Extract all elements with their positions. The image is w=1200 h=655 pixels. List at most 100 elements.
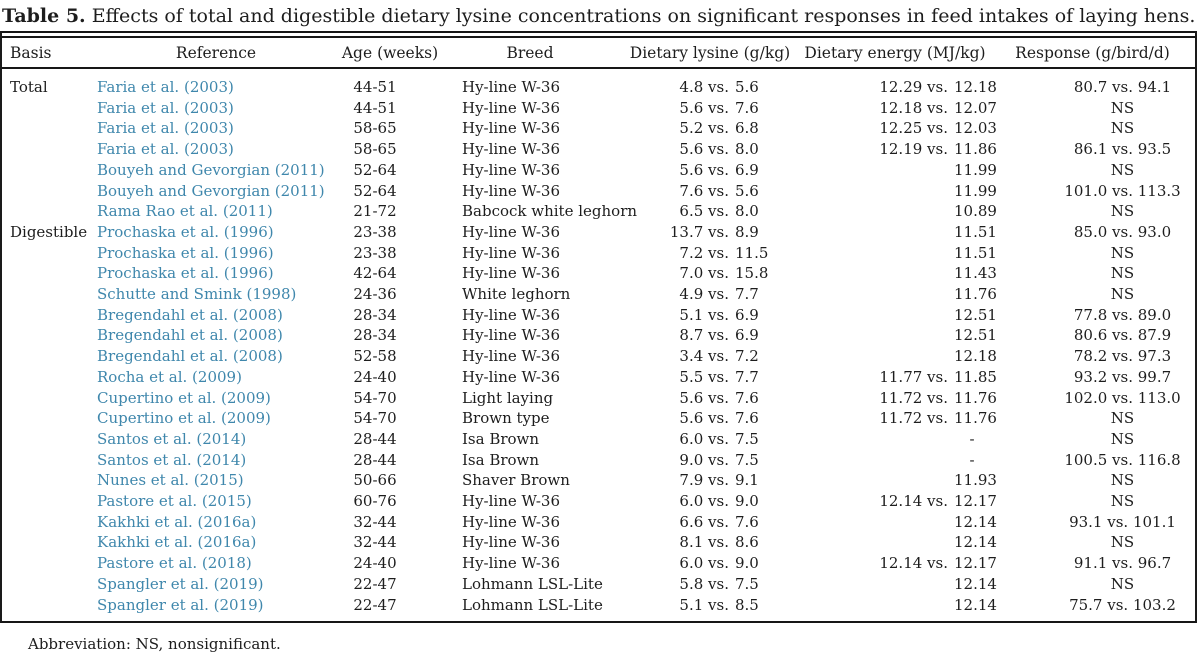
reference-link[interactable]: Santos et al. (2014) <box>97 429 247 448</box>
dietary-lysine-cell: 6.5 vs. 8.0 <box>620 201 800 222</box>
basis-cell <box>2 201 92 222</box>
lysine-first-value: 6.0 vs. <box>679 492 729 511</box>
response-cell: NS <box>1110 202 1135 221</box>
lysine-first-value: 8.7 vs. <box>679 326 729 345</box>
table-row: Bouyeh and Gevorgian (2011) 52-64 Hy-lin… <box>2 160 1195 181</box>
age-cell: 58-65 <box>353 119 397 138</box>
energy-second-value: 12.51 <box>954 305 997 324</box>
lysine-second-value: 6.9 <box>735 305 759 324</box>
reference-link[interactable]: Faria et al. (2003) <box>97 98 234 117</box>
reference-link[interactable]: Faria et al. (2003) <box>97 78 234 96</box>
reference-link[interactable]: Bouyeh and Gevorgian (2011) <box>97 160 325 179</box>
age-cell: 24-40 <box>353 367 397 386</box>
dietary-lysine-cell: 7.0 vs. 15.8 <box>620 263 800 284</box>
column-header-basis: Basis <box>2 38 92 69</box>
table-row: Bregendahl et al. (2008) 28-34 Hy-line W… <box>2 325 1195 346</box>
basis-cell <box>2 553 92 574</box>
basis-cell <box>2 512 92 533</box>
age-cell: 54-70 <box>353 409 397 428</box>
column-header-response: Response (g/bird/d) <box>990 38 1195 69</box>
dietary-lysine-cell: 6.6 vs. 7.6 <box>620 512 800 533</box>
reference-link[interactable]: Prochaska et al. (1996) <box>97 243 274 262</box>
energy-second-value: 11.93 <box>954 471 997 490</box>
reference-link[interactable]: Rama Rao et al. (2011) <box>97 202 273 221</box>
dietary-energy-cell: 11.72 vs. 11.76 <box>800 388 997 409</box>
breed-cell: Hy-line W-36 <box>462 119 561 138</box>
table-row: Spangler et al. (2019) 22-47 Lohmann LSL… <box>2 574 1195 595</box>
reference-link[interactable]: Prochaska et al. (1996) <box>97 222 274 241</box>
dietary-lysine-cell: 5.5 vs. 7.7 <box>620 367 800 388</box>
response-cell: NS <box>1110 264 1135 283</box>
reference-cell: Santos et al. (2014) <box>92 450 340 471</box>
basis-cell <box>2 263 92 284</box>
table-caption-label: Table 5. <box>2 5 86 27</box>
reference-link[interactable]: Nunes et al. (2015) <box>97 471 244 490</box>
energy-second-value: 11.76 <box>954 388 997 407</box>
energy-second-value: 11.76 <box>954 409 997 428</box>
breed-cell: Hy-line W-36 <box>462 140 561 159</box>
reference-link[interactable]: Santos et al. (2014) <box>97 450 247 469</box>
age-cell: 44-51 <box>353 78 397 96</box>
lysine-first-value: 7.0 vs. <box>679 264 729 283</box>
reference-link[interactable]: Kakhki et al. (2016a) <box>97 533 257 552</box>
lysine-second-value: 8.9 <box>735 222 759 241</box>
lysine-second-value: 11.5 <box>735 243 769 262</box>
reference-link[interactable]: Faria et al. (2003) <box>97 140 234 159</box>
basis-cell: Total <box>10 78 48 96</box>
basis-cell <box>2 429 92 450</box>
breed-cell: Isa Brown <box>462 450 540 469</box>
reference-cell: Kakhki et al. (2016a) <box>92 532 340 553</box>
reference-cell: Pastore et al. (2018) <box>92 553 340 574</box>
response-cell: NS <box>1110 533 1135 552</box>
dietary-energy-cell: 12.19 vs. 11.86 <box>800 139 997 160</box>
reference-link[interactable]: Faria et al. (2003) <box>97 119 234 138</box>
age-cell: 28-44 <box>353 429 397 448</box>
dietary-lysine-cell: 13.7 vs. 8.9 <box>620 222 800 243</box>
reference-link[interactable]: Cupertino et al. (2009) <box>97 409 271 428</box>
basis-cell <box>2 470 92 491</box>
reference-link[interactable]: Bregendahl et al. (2008) <box>97 347 283 366</box>
response-cell: 80.7 vs. 94.1 <box>1073 78 1172 96</box>
lysine-first-value: 5.6 vs. <box>679 388 729 407</box>
lysine-first-value: 4.8 vs. <box>679 78 729 96</box>
response-cell: 91.1 vs. 96.7 <box>1073 554 1172 573</box>
reference-link[interactable]: Prochaska et al. (1996) <box>97 264 274 283</box>
basis-cell <box>2 284 92 305</box>
lysine-first-value: 4.9 vs. <box>679 285 729 304</box>
basis-cell <box>2 243 92 264</box>
reference-link[interactable]: Cupertino et al. (2009) <box>97 388 271 407</box>
reference-cell: Rocha et al. (2009) <box>92 367 340 388</box>
reference-link[interactable]: Bouyeh and Gevorgian (2011) <box>97 181 325 200</box>
reference-link[interactable]: Spangler et al. (2019) <box>97 595 264 614</box>
basis-cell <box>2 595 92 622</box>
table-row: Kakhki et al. (2016a) 32-44 Hy-line W-36… <box>2 532 1195 553</box>
basis-cell <box>2 98 92 119</box>
basis-cell <box>2 160 92 181</box>
lysine-second-value: 5.6 <box>735 78 759 96</box>
reference-cell: Bouyeh and Gevorgian (2011) <box>92 160 340 181</box>
dietary-energy-cell: 11.99 <box>800 160 997 181</box>
response-cell: 77.8 vs. 89.0 <box>1073 305 1172 324</box>
reference-cell: Faria et al. (2003) <box>92 118 340 139</box>
response-cell: 100.5 vs. 116.8 <box>1064 450 1181 469</box>
basis-cell <box>2 574 92 595</box>
reference-link[interactable]: Rocha et al. (2009) <box>97 367 242 386</box>
reference-link[interactable]: Kakhki et al. (2016a) <box>97 512 257 531</box>
reference-link[interactable]: Bregendahl et al. (2008) <box>97 305 283 324</box>
reference-link[interactable]: Pastore et al. (2015) <box>97 492 252 511</box>
lysine-first-value: 5.2 vs. <box>679 119 729 138</box>
basis-cell <box>2 532 92 553</box>
column-header-breed: Breed <box>440 38 620 69</box>
reference-link[interactable]: Pastore et al. (2018) <box>97 554 252 573</box>
reference-link[interactable]: Spangler et al. (2019) <box>97 574 264 593</box>
table-row: Digestible Prochaska et al. (1996) 23-38… <box>2 222 1195 243</box>
lysine-first-value: 7.2 vs. <box>679 243 729 262</box>
lysine-second-value: 9.0 <box>735 492 759 511</box>
energy-second-value: 10.89 <box>954 202 997 221</box>
energy-first-value: 11.72 vs. <box>879 409 948 428</box>
dietary-energy-cell: 11.99 <box>800 181 997 202</box>
reference-link[interactable]: Bregendahl et al. (2008) <box>97 326 283 345</box>
reference-cell: Prochaska et al. (1996) <box>92 243 340 264</box>
lysine-second-value: 8.5 <box>735 595 759 614</box>
reference-link[interactable]: Schutte and Smink (1998) <box>97 285 297 304</box>
